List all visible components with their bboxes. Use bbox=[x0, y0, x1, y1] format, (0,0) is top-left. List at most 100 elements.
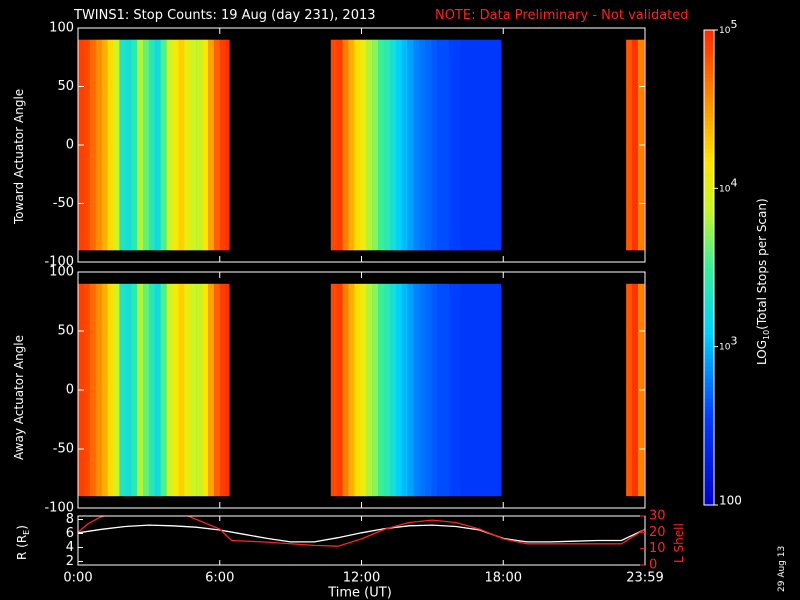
colorbar-step bbox=[704, 283, 714, 288]
heatmap-cell-0-1-9 bbox=[383, 39, 391, 251]
heatmap-cell-1-0-25 bbox=[225, 283, 230, 497]
heatmap-cell-0-0-19 bbox=[190, 39, 197, 251]
colorbar-step bbox=[704, 497, 714, 502]
colorbar-step bbox=[704, 489, 714, 494]
colorbar-step bbox=[704, 152, 714, 158]
heatmap-cell-1-0-15 bbox=[166, 283, 173, 497]
panel1-ytick-label: 0 bbox=[66, 138, 74, 153]
colorbar-step bbox=[704, 315, 714, 320]
panel2-ytick-label: 0 bbox=[66, 383, 74, 398]
colorbar-step bbox=[704, 410, 714, 415]
x-axis-label: Time (UT) bbox=[327, 586, 392, 600]
heatmap-cell-1-1-17 bbox=[431, 283, 438, 497]
heatmap-cell-0-0-2 bbox=[89, 39, 97, 251]
heatmap-cell-0-1-13 bbox=[407, 39, 414, 251]
heatmap-cell-0-1-1 bbox=[336, 39, 343, 251]
colorbar-step bbox=[704, 235, 714, 241]
l-shell-tick-label: 20 bbox=[649, 525, 666, 540]
colorbar-step bbox=[704, 259, 714, 264]
panel2-ytick-label: -100 bbox=[44, 501, 74, 516]
heatmap-cell-1-1-1 bbox=[336, 283, 343, 497]
panel2-ytick-label: 50 bbox=[57, 324, 74, 339]
colorbar-step bbox=[704, 69, 714, 74]
colorbar-step bbox=[704, 113, 714, 118]
heatmap-cell-0-0-22 bbox=[207, 39, 215, 251]
colorbar-step bbox=[704, 223, 714, 229]
colorbar-step bbox=[704, 311, 714, 316]
colorbar-label: LOG10(Total Stops per Scan) bbox=[755, 198, 771, 365]
heatmap-cell-0-1-17 bbox=[431, 39, 438, 251]
heatmap-cell-0-0-5 bbox=[107, 39, 114, 251]
colorbar-step bbox=[704, 322, 714, 328]
r-axis-label: R (RE) bbox=[15, 525, 31, 560]
colorbar-step bbox=[704, 386, 714, 391]
heatmap-cell-0-1-10 bbox=[389, 39, 397, 251]
colorbar-step bbox=[704, 204, 714, 209]
colorbar-step bbox=[704, 453, 714, 458]
heatmap-cell-1-0-24 bbox=[219, 283, 226, 497]
panel1-ytick-label: 100 bbox=[49, 21, 74, 36]
heatmap-cell-0-2-0 bbox=[626, 39, 633, 251]
heatmap-cell-0-0-25 bbox=[225, 39, 230, 251]
colorbar-step bbox=[704, 406, 714, 411]
colorbar-step bbox=[704, 148, 714, 154]
heatmap-cell-1-1-26 bbox=[484, 283, 491, 497]
l-shell-tick-label: 10 bbox=[649, 541, 666, 556]
panel1-ytick-label: -50 bbox=[53, 196, 74, 211]
colorbar-tick-base: 10 bbox=[719, 342, 731, 352]
colorbar-label-suffix: (Total Stops per Scan) bbox=[755, 198, 769, 329]
heatmap-cell-1-1-11 bbox=[395, 283, 402, 497]
r-axis-label-end: ) bbox=[15, 525, 29, 530]
colorbar-step bbox=[704, 287, 714, 292]
preliminary-note: NOTE: Data Preliminary - Not validated bbox=[435, 8, 689, 23]
heatmap-cell-0-0-17 bbox=[178, 39, 185, 251]
heatmap-cell-0-1-16 bbox=[425, 39, 432, 251]
heatmap-cell-1-0-1 bbox=[83, 283, 91, 497]
heatmap-cell-0-0-6 bbox=[113, 39, 120, 251]
colorbar-tick-label: 104 bbox=[719, 176, 737, 194]
colorbar-step bbox=[704, 105, 714, 110]
heatmap-cell-0-0-23 bbox=[213, 39, 221, 251]
heatmap-cell-0-1-8 bbox=[378, 39, 385, 251]
colorbar-step bbox=[704, 65, 714, 70]
colorbar-step bbox=[704, 180, 714, 185]
colorbar-step bbox=[704, 354, 714, 359]
panel1-ylabel: Toward Actuator Angle bbox=[12, 88, 26, 224]
colorbar-step bbox=[704, 168, 714, 173]
colorbar-step bbox=[704, 121, 714, 126]
heatmap-cell-0-0-4 bbox=[101, 39, 108, 251]
heatmap-cell-0-0-1 bbox=[83, 39, 91, 251]
colorbar-step bbox=[704, 208, 714, 213]
colorbar-step bbox=[704, 73, 714, 78]
colorbar-step bbox=[704, 370, 714, 375]
heatmap-cell-1-1-7 bbox=[372, 283, 379, 497]
heatmap-cell-0-1-0 bbox=[330, 39, 337, 251]
colorbar-step bbox=[704, 164, 714, 169]
heatmap-cell-0-1-12 bbox=[401, 39, 408, 251]
heatmap-cell-1-1-16 bbox=[425, 283, 432, 497]
heatmap-cell-0-0-13 bbox=[154, 39, 161, 251]
colorbar-step bbox=[704, 275, 714, 280]
heatmap-cell-0-1-21 bbox=[454, 39, 462, 251]
colorbar-step bbox=[704, 243, 714, 249]
heatmap-cell-1-0-13 bbox=[154, 283, 161, 497]
heatmap-cell-1-1-12 bbox=[401, 283, 408, 497]
r-axis-tick-label: 8 bbox=[66, 512, 74, 527]
colorbar-step bbox=[704, 429, 714, 435]
heatmap-cell-0-1-5 bbox=[360, 39, 367, 251]
colorbar-step bbox=[704, 437, 714, 443]
heatmap-cell-1-1-8 bbox=[378, 283, 385, 497]
colorbar-step bbox=[704, 342, 714, 348]
heatmap-cell-1-0-9 bbox=[131, 283, 138, 497]
colorbar-step bbox=[704, 81, 714, 86]
colorbar-step bbox=[704, 362, 714, 367]
colorbar-step bbox=[704, 346, 714, 352]
heatmap-cell-1-0-10 bbox=[137, 283, 144, 497]
colorbar-step bbox=[704, 45, 714, 51]
heatmap-cell-0-1-7 bbox=[372, 39, 379, 251]
colorbar-step bbox=[704, 358, 714, 363]
colorbar-step bbox=[704, 172, 714, 177]
date-stamp: 29 Aug 13 bbox=[777, 545, 787, 592]
heatmap-cell-1-1-3 bbox=[348, 283, 355, 497]
colorbar-step bbox=[704, 318, 714, 324]
